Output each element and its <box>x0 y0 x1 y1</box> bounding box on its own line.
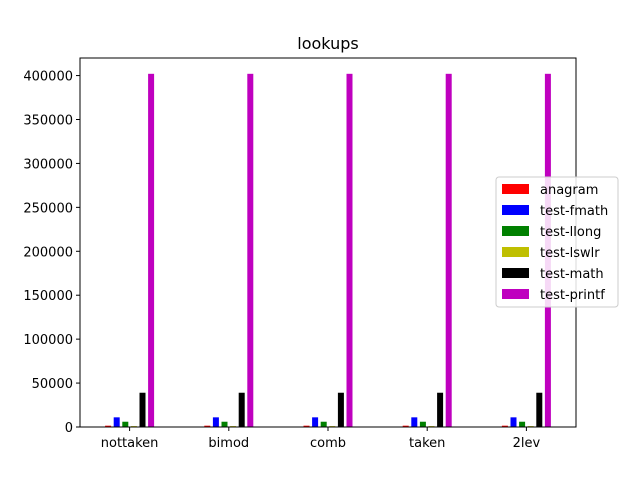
legend: anagram test-fmath test-llong test-lswlr tes… <box>495 176 619 308</box>
bar-test-printf-nottaken <box>148 73 155 427</box>
bar-test-math-2lev <box>536 392 543 427</box>
bar-test-fmath-nottaken <box>113 417 120 427</box>
legend-swatch-test-llong <box>502 226 529 236</box>
chart-title: lookups <box>297 34 358 53</box>
bar-test-printf-taken <box>445 73 452 427</box>
bar-anagram-2lev <box>501 425 508 427</box>
x-tick-label-taken: taken <box>409 436 445 451</box>
y-tick-label: 0 <box>65 421 73 436</box>
axes-layer: 0 50000 100000 150000 200000 250000 300000 3500… <box>23 57 577 451</box>
bar-test-fmath-2lev <box>510 417 517 427</box>
legend-label-test-llong: test-llong <box>540 225 601 240</box>
bar-test-llong-nottaken <box>122 421 129 427</box>
legend-swatch-test-lswlr <box>502 247 529 257</box>
bar-test-llong-bimod <box>221 421 228 427</box>
bar-test-printf-bimod <box>247 73 254 427</box>
bar-test-fmath-bimod <box>212 417 219 427</box>
bar-anagram-comb <box>303 425 310 427</box>
bar-test-printf-comb <box>346 73 353 427</box>
legend-label-test-math: test-math <box>540 267 604 282</box>
bar-test-llong-comb <box>320 421 327 427</box>
y-tick-label: 50000 <box>32 377 73 392</box>
y-tick-label: 250000 <box>23 201 73 216</box>
y-tick-label: 200000 <box>23 245 73 260</box>
x-tick-label-2lev: 2lev <box>513 436 541 451</box>
legend-swatch-test-fmath <box>502 205 529 215</box>
x-tick-label-bimod: bimod <box>208 436 249 451</box>
legend-label-anagram: anagram <box>540 183 598 198</box>
bar-test-fmath-taken <box>411 417 418 427</box>
bars-layer <box>105 73 551 427</box>
bar-anagram-nottaken <box>105 425 112 427</box>
bar-test-math-nottaken <box>139 392 146 427</box>
bar-test-math-taken <box>437 392 444 427</box>
x-tick-label-comb: comb <box>310 436 346 451</box>
bar-test-llong-taken <box>419 421 426 427</box>
legend-swatch-test-math <box>502 268 529 278</box>
legend-swatch-anagram <box>502 184 529 194</box>
legend-label-test-fmath: test-fmath <box>540 204 608 219</box>
bar-test-math-comb <box>337 392 344 427</box>
legend-label-test-printf: test-printf <box>540 288 605 303</box>
bar-anagram-bimod <box>204 425 211 427</box>
y-tick-label: 150000 <box>23 289 73 304</box>
bar-test-math-bimod <box>238 392 245 427</box>
y-tick-label: 400000 <box>23 70 73 85</box>
bar-anagram-taken <box>402 425 409 427</box>
x-tick-label-nottaken: nottaken <box>101 436 159 451</box>
legend-label-test-lswlr: test-lswlr <box>540 246 600 261</box>
bar-test-fmath-comb <box>312 417 319 427</box>
y-tick-label: 100000 <box>23 333 73 348</box>
bar-test-llong-2lev <box>519 421 526 427</box>
y-tick-label: 300000 <box>23 157 73 172</box>
legend-swatch-test-printf <box>502 289 529 299</box>
y-tick-label: 350000 <box>23 114 73 129</box>
